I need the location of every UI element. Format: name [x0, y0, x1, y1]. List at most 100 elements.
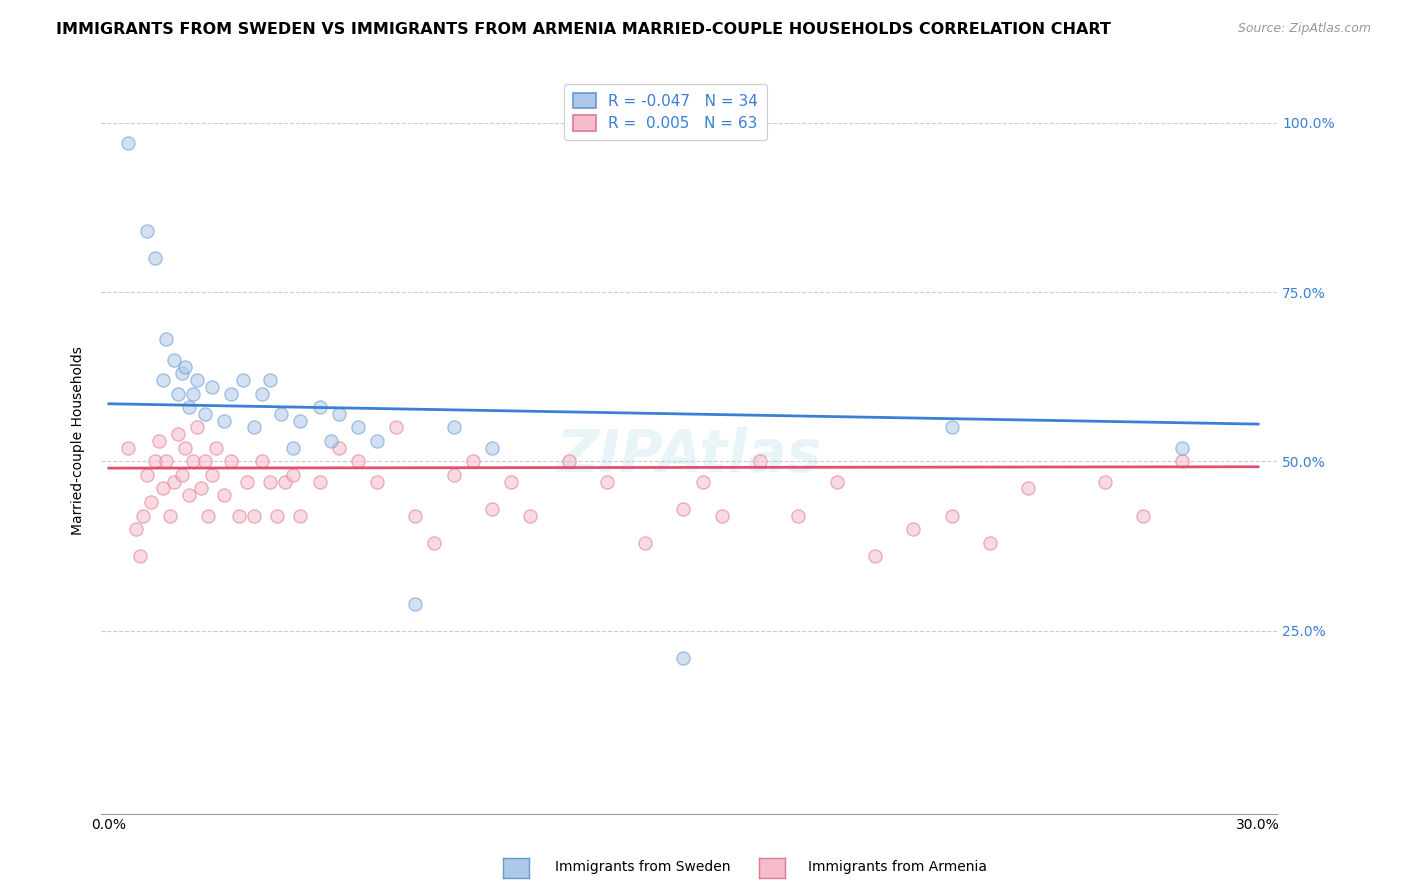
Point [166, 386, 188, 401]
Point [228, 508, 250, 523]
Point [281, 441, 304, 455]
Point [270, 407, 292, 421]
Point [148, 434, 170, 448]
Point [347, 420, 370, 434]
Point [155, 333, 177, 347]
Point [143, 251, 166, 265]
Point [979, 535, 1001, 549]
Point [201, 467, 224, 482]
Point [519, 508, 541, 523]
Point [481, 501, 503, 516]
Point [941, 508, 963, 523]
Point [236, 475, 259, 489]
Point [186, 420, 208, 434]
Point [174, 441, 197, 455]
Point [232, 373, 254, 387]
Text: Source: ZipAtlas.com: Source: ZipAtlas.com [1237, 22, 1371, 36]
Point [308, 400, 330, 414]
Point [501, 475, 523, 489]
Point [117, 136, 139, 150]
Point [347, 454, 370, 468]
Point [672, 650, 695, 665]
Point [259, 475, 281, 489]
Point [787, 508, 810, 523]
Point [404, 508, 426, 523]
Point [221, 386, 243, 401]
Point [179, 488, 201, 502]
Point [163, 475, 186, 489]
Point [125, 522, 148, 536]
Point [197, 508, 219, 523]
Point [181, 386, 204, 401]
Point [143, 454, 166, 468]
Point [186, 373, 208, 387]
Point [139, 495, 162, 509]
Point [259, 373, 281, 387]
Point [1132, 508, 1154, 523]
Point [190, 482, 212, 496]
Point [749, 454, 772, 468]
Point [443, 467, 465, 482]
Point [205, 441, 228, 455]
Point [692, 475, 714, 489]
Point [194, 454, 217, 468]
Point [166, 427, 188, 442]
Legend: R = -0.047   N = 34, R =  0.005   N = 63: R = -0.047 N = 34, R = 0.005 N = 63 [564, 84, 768, 140]
Text: Immigrants from Sweden: Immigrants from Sweden [555, 860, 731, 874]
Text: Immigrants from Armenia: Immigrants from Armenia [808, 860, 987, 874]
Point [672, 501, 695, 516]
Point [132, 508, 155, 523]
Point [941, 420, 963, 434]
Point [152, 482, 174, 496]
Point [366, 475, 388, 489]
Point [1170, 454, 1192, 468]
Point [152, 373, 174, 387]
Point [443, 420, 465, 434]
Point [136, 467, 159, 482]
Point [170, 366, 193, 380]
Point [201, 380, 224, 394]
Point [825, 475, 848, 489]
Point [170, 467, 193, 482]
Point [385, 420, 408, 434]
Point [179, 400, 201, 414]
Point [1094, 475, 1116, 489]
Point [243, 508, 266, 523]
Point [863, 549, 886, 564]
Point [557, 454, 579, 468]
Text: IMMIGRANTS FROM SWEDEN VS IMMIGRANTS FROM ARMENIA MARRIED-COUPLE HOUSEHOLDS CORR: IMMIGRANTS FROM SWEDEN VS IMMIGRANTS FRO… [56, 22, 1111, 37]
Point [1170, 441, 1192, 455]
Point [281, 467, 304, 482]
Text: ZIPAtlas: ZIPAtlas [557, 427, 823, 484]
Y-axis label: Married-couple Households: Married-couple Households [72, 347, 86, 535]
Point [274, 475, 297, 489]
Point [903, 522, 925, 536]
Point [481, 441, 503, 455]
Point [266, 508, 288, 523]
Point [319, 434, 342, 448]
Point [404, 597, 426, 611]
Point [181, 454, 204, 468]
Point [290, 508, 312, 523]
Point [366, 434, 388, 448]
Point [212, 488, 235, 502]
Point [117, 441, 139, 455]
Point [328, 407, 350, 421]
Point [290, 414, 312, 428]
Point [243, 420, 266, 434]
Point [250, 386, 273, 401]
Point [159, 508, 181, 523]
Point [163, 352, 186, 367]
Point [136, 224, 159, 238]
Point [155, 454, 177, 468]
Point [250, 454, 273, 468]
Point [423, 535, 446, 549]
Point [194, 407, 217, 421]
Point [308, 475, 330, 489]
Point [174, 359, 197, 374]
Point [128, 549, 150, 564]
Point [634, 535, 657, 549]
Point [221, 454, 243, 468]
Point [1017, 482, 1039, 496]
Point [710, 508, 733, 523]
